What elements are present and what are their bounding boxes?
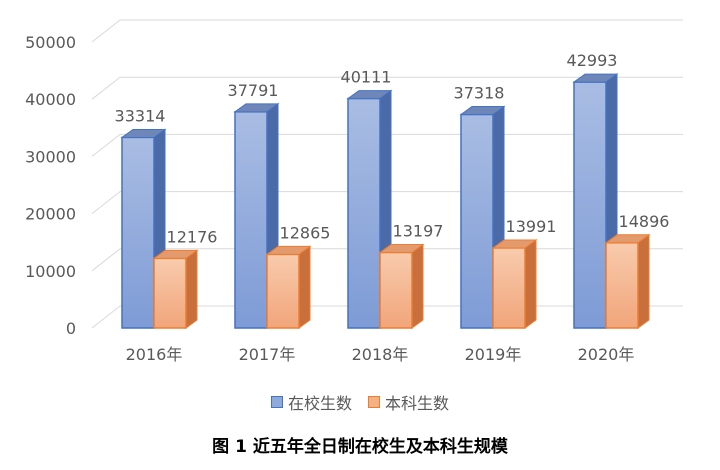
bar-undergrad [605, 242, 639, 329]
bar-top [152, 249, 199, 259]
legend-item-undergrad: 本科生数 [368, 390, 449, 414]
bar-undergrad [492, 247, 526, 329]
gridline [91, 76, 683, 100]
data-label: 37791 [228, 81, 279, 100]
bar-side [411, 243, 424, 329]
data-label: 42993 [567, 51, 618, 70]
x-tick-label: 2019年 [465, 345, 522, 364]
bar-top [233, 103, 280, 113]
x-tick-label: 2020年 [578, 345, 635, 364]
bar-chart: 0 10000 20000 30000 40000 50000 33314 12176 377… [25, 19, 683, 364]
bar-side [185, 249, 198, 329]
data-labels: 33314 12176 37791 12865 40111 13197 37318 13991… [115, 51, 670, 246]
legend-label-undergrad: 本科生数 [385, 394, 450, 413]
y-tick-label: 50000 [25, 33, 76, 52]
bar-top [120, 128, 167, 138]
bar-enrolled [234, 111, 268, 329]
bar-side [637, 233, 650, 329]
bar-enrolled [460, 113, 494, 329]
x-axis: 2016年 2017年 2018年 2019年 2020年 [126, 345, 635, 364]
bars [120, 73, 651, 329]
legend: 在校生数 本科生数 [0, 390, 720, 414]
x-tick-label: 2018年 [352, 345, 409, 364]
bar-top [378, 244, 425, 254]
bar-top [572, 73, 619, 83]
figure-caption: 图 1 近五年全日制在校生及本科生规模 [212, 437, 508, 457]
bar-side [298, 245, 311, 329]
bar-top [459, 106, 506, 116]
bar-side [524, 238, 537, 329]
bar-enrolled [347, 97, 381, 329]
x-tick-label: 2016年 [126, 345, 183, 364]
data-label: 33314 [115, 106, 166, 125]
bar-undergrad [379, 251, 413, 329]
data-label: 13991 [506, 217, 557, 236]
bar-enrolled [573, 81, 607, 329]
legend-swatch-undergrad [368, 396, 380, 408]
y-tick-label: 0 [66, 319, 76, 338]
x-tick-label: 2017年 [239, 345, 296, 364]
legend-item-enrolled: 在校生数 [270, 390, 352, 414]
data-label: 13197 [393, 222, 444, 241]
data-label: 12865 [280, 223, 331, 242]
y-tick-label: 40000 [25, 90, 76, 109]
bar-undergrad [266, 253, 300, 329]
data-label: 40111 [341, 68, 392, 87]
bar-undergrad [153, 257, 187, 329]
bar-enrolled [121, 136, 155, 329]
legend-swatch-enrolled [270, 396, 283, 408]
y-tick-label: 20000 [25, 205, 76, 224]
legend-label-enrolled: 在校生数 [287, 394, 352, 413]
y-tick-label: 10000 [25, 262, 76, 281]
bar-top [265, 245, 312, 255]
data-label: 37318 [454, 84, 505, 103]
bar-top [604, 234, 651, 244]
bar-top [491, 239, 538, 249]
gridline [91, 19, 683, 43]
y-axis: 0 10000 20000 30000 40000 50000 [25, 33, 76, 338]
data-label: 12176 [167, 227, 218, 246]
y-tick-label: 30000 [25, 147, 76, 166]
data-label: 14896 [619, 212, 670, 231]
bar-top [346, 90, 393, 100]
